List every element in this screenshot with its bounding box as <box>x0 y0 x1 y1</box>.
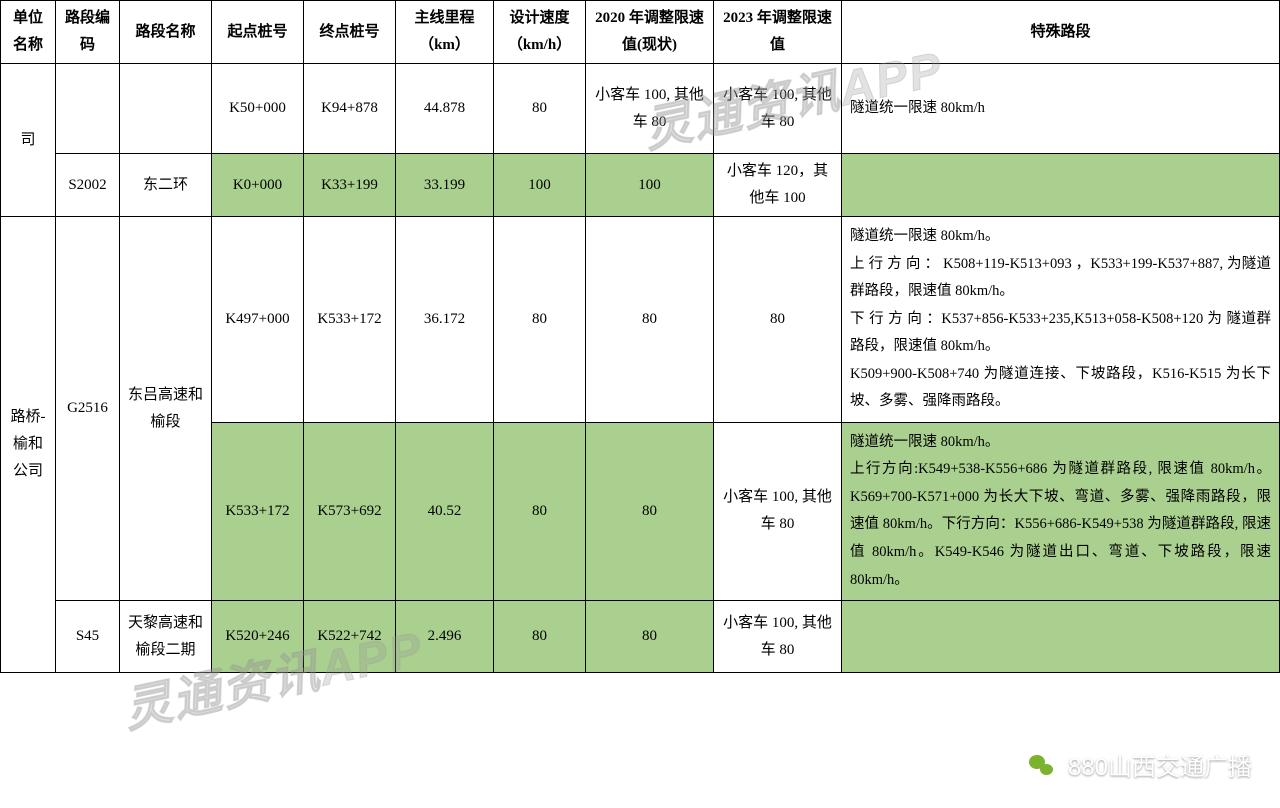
cell-limit2023: 80 <box>714 217 842 423</box>
cell-code: S45 <box>56 601 120 673</box>
cell-design-speed: 80 <box>494 601 586 673</box>
cell-start: K520+246 <box>212 601 304 673</box>
cell-design-speed: 80 <box>494 422 586 600</box>
th-length: 主线里程（km） <box>396 1 494 64</box>
cell-limit2023: 小客车 100, 其他车 80 <box>714 422 842 600</box>
cell-limit2020: 小客车 100, 其他车 80 <box>586 64 714 154</box>
cell-limit2023: 小客车 100, 其他车 80 <box>714 601 842 673</box>
cell-limit2023: 小客车 120，其他车 100 <box>714 154 842 217</box>
speed-limit-table: 单位名称 路段编码 路段名称 起点桩号 终点桩号 主线里程（km） 设计速度（k… <box>0 0 1280 673</box>
cell-name <box>120 64 212 154</box>
cell-length: 2.496 <box>396 601 494 673</box>
cell-length: 36.172 <box>396 217 494 423</box>
cell-limit2020: 80 <box>586 217 714 423</box>
cell-end: K522+742 <box>304 601 396 673</box>
cell-special <box>842 154 1280 217</box>
cell-limit2020: 80 <box>586 422 714 600</box>
cell-name: 天黎高速和榆段二期 <box>120 601 212 673</box>
table-row: S2002 东二环 K0+000 K33+199 33.199 100 100 … <box>1 154 1280 217</box>
cell-end: K94+878 <box>304 64 396 154</box>
cell-design-speed: 80 <box>494 64 586 154</box>
table-row: S45 天黎高速和榆段二期 K520+246 K522+742 2.496 80… <box>1 601 1280 673</box>
th-design-speed: 设计速度（km/h） <box>494 1 586 64</box>
th-code: 路段编码 <box>56 1 120 64</box>
cell-start: K497+000 <box>212 217 304 423</box>
th-special: 特殊路段 <box>842 1 1280 64</box>
cell-length: 40.52 <box>396 422 494 600</box>
cell-end: K33+199 <box>304 154 396 217</box>
cell-design-speed: 100 <box>494 154 586 217</box>
cell-code <box>56 64 120 154</box>
footer-badge: 880山西交通广播 <box>1024 747 1252 782</box>
th-start: 起点桩号 <box>212 1 304 64</box>
cell-start: K50+000 <box>212 64 304 154</box>
cell-code: S2002 <box>56 154 120 217</box>
cell-limit2020: 100 <box>586 154 714 217</box>
cell-design-speed: 80 <box>494 217 586 423</box>
cell-start: K533+172 <box>212 422 304 600</box>
table-row: 路桥-榆和公司 G2516 东吕高速和榆段 K497+000 K533+172 … <box>1 217 1280 423</box>
cell-special: 隧道统一限速 80km/h。上行方向:K549+538-K556+686 为隧道… <box>842 422 1280 600</box>
footer-text: 880山西交通广播 <box>1068 747 1252 782</box>
cell-special: 隧道统一限速 80km/h。上 行 方 向 ： K508+119-K513+09… <box>842 217 1280 423</box>
th-limit2020: 2020 年调整限速值(现状) <box>586 1 714 64</box>
cell-special <box>842 601 1280 673</box>
cell-length: 44.878 <box>396 64 494 154</box>
cell-name: 东吕高速和榆段 <box>120 217 212 601</box>
cell-end: K533+172 <box>304 217 396 423</box>
cell-length: 33.199 <box>396 154 494 217</box>
th-name: 路段名称 <box>120 1 212 64</box>
cell-end: K573+692 <box>304 422 396 600</box>
th-end: 终点桩号 <box>304 1 396 64</box>
th-unit: 单位名称 <box>1 1 56 64</box>
cell-unit: 路桥-榆和公司 <box>1 217 56 673</box>
header-row: 单位名称 路段编码 路段名称 起点桩号 终点桩号 主线里程（km） 设计速度（k… <box>1 1 1280 64</box>
cell-name: 东二环 <box>120 154 212 217</box>
table-row: 司 K50+000 K94+878 44.878 80 小客车 100, 其他车… <box>1 64 1280 154</box>
cell-limit2020: 80 <box>586 601 714 673</box>
cell-code: G2516 <box>56 217 120 601</box>
cell-unit: 司 <box>1 64 56 217</box>
wechat-icon <box>1024 748 1058 782</box>
th-limit2023: 2023 年调整限速值 <box>714 1 842 64</box>
cell-start: K0+000 <box>212 154 304 217</box>
cell-special: 隧道统一限速 80km/h <box>842 64 1280 154</box>
cell-limit2023: 小客车 100, 其他车 80 <box>714 64 842 154</box>
